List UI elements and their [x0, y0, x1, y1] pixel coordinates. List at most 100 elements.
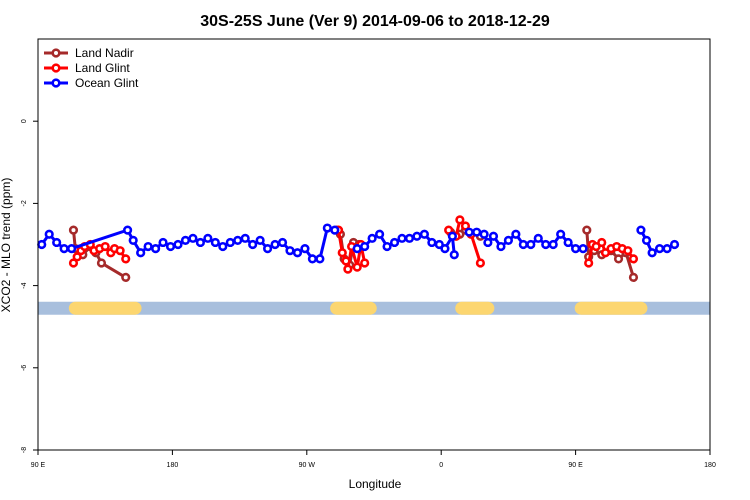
- data-point-ocean-glint: [66, 244, 77, 254]
- data-point-land-glint: [121, 254, 131, 264]
- data-point-ocean-glint: [503, 235, 514, 245]
- data-point-ocean-glint: [434, 239, 444, 250]
- data-point-ocean-glint: [37, 239, 47, 250]
- data-point-ocean-glint: [641, 235, 652, 245]
- y-tick-label: -4: [21, 282, 28, 288]
- x-tick-label: 90 W: [299, 462, 316, 469]
- data-point-ocean-glint: [389, 237, 400, 248]
- data-point-ocean-glint: [292, 248, 303, 258]
- data-point-land-glint: [591, 241, 601, 252]
- data-point-ocean-glint: [307, 254, 318, 264]
- data-point-ocean-glint: [285, 246, 295, 256]
- data-point-ocean-glint: [44, 229, 54, 239]
- data-point-land-glint: [72, 252, 82, 262]
- data-point-ocean-glint: [203, 233, 213, 243]
- y-tick-label: -2: [21, 200, 28, 206]
- data-point-land-nadir: [582, 225, 592, 235]
- data-point-ocean-glint: [449, 250, 459, 260]
- data-point-ocean-glint: [556, 229, 566, 239]
- data-point-land-nadir: [121, 272, 131, 282]
- data-point-ocean-glint: [483, 237, 493, 248]
- x-axis: 90 E 180 90 W 0 90 E 180: [31, 450, 716, 469]
- data-point-ocean-glint: [419, 229, 430, 239]
- data-point-land-nadir: [628, 272, 639, 282]
- data-point-ocean-glint: [669, 239, 680, 250]
- x-tick-label: 90 E: [31, 462, 46, 469]
- data-point-ocean-glint: [533, 233, 543, 243]
- data-point-ocean-glint: [128, 235, 138, 245]
- x-tick-label: 180: [704, 462, 716, 469]
- data-point-ocean-glint: [440, 244, 450, 254]
- data-point-ocean-glint: [447, 231, 458, 241]
- series-land-glint: [68, 215, 639, 274]
- data-point-ocean-glint: [240, 233, 250, 243]
- data-point-ocean-glint: [263, 244, 273, 254]
- data-point-ocean-glint: [496, 241, 506, 252]
- data-point-ocean-glint: [427, 237, 437, 248]
- data-point-ocean-glint: [548, 239, 558, 250]
- data-point-ocean-glint: [277, 237, 288, 248]
- data-point-ocean-glint: [248, 239, 258, 250]
- data-point-ocean-glint: [367, 233, 377, 243]
- chart-title: 30S-25S June (Ver 9) 2014-09-06 to 2018-…: [200, 13, 550, 30]
- x-tick-label: 180: [167, 462, 179, 469]
- data-point-ocean-glint: [404, 233, 415, 243]
- data-point-land-glint: [584, 258, 594, 268]
- data-point-ocean-glint: [526, 239, 536, 250]
- data-point-ocean-glint: [578, 244, 588, 254]
- data-point-ocean-glint: [636, 225, 646, 235]
- data-point-ocean-glint: [518, 239, 528, 250]
- x-tick-label: 0: [439, 462, 443, 469]
- legend-swatch-marker: [51, 78, 61, 88]
- data-point-ocean-glint: [464, 227, 474, 237]
- data-point-ocean-glint: [654, 244, 665, 254]
- legend-item-ocean-glint: Ocean Glint: [44, 76, 139, 90]
- data-point-ocean-glint: [300, 244, 310, 254]
- x-tick-label: 90 E: [568, 462, 583, 469]
- series-layer: [37, 215, 680, 282]
- legend-label: Land Glint: [75, 61, 130, 75]
- data-point-ocean-glint: [382, 241, 392, 252]
- data-point-ocean-glint: [165, 241, 176, 252]
- data-point-ocean-glint: [541, 239, 551, 250]
- data-point-land-nadir: [96, 258, 107, 268]
- y-axis-label: XCO2 - MLO trend (ppm): [0, 178, 13, 313]
- data-point-ocean-glint: [122, 225, 133, 235]
- data-point-ocean-glint: [151, 244, 161, 254]
- data-point-ocean-glint: [647, 248, 657, 258]
- data-point-ocean-glint: [180, 235, 191, 245]
- data-point-ocean-glint: [59, 244, 69, 254]
- legend-swatch-marker: [51, 48, 61, 58]
- data-point-ocean-glint: [360, 241, 370, 252]
- data-point-land-glint: [343, 264, 353, 274]
- data-point-ocean-glint: [322, 223, 332, 233]
- data-point-ocean-glint: [173, 239, 183, 250]
- data-point-land-glint: [68, 258, 79, 268]
- data-point-land-glint: [623, 246, 633, 256]
- data-point-land-glint: [628, 254, 639, 264]
- data-point-ocean-glint: [511, 229, 521, 239]
- data-point-ocean-glint: [233, 235, 243, 245]
- data-point-land-glint: [337, 248, 347, 258]
- data-point-land-glint: [352, 262, 362, 272]
- data-point-ocean-glint: [195, 237, 205, 248]
- data-point-ocean-glint: [270, 239, 280, 250]
- data-point-ocean-glint: [397, 233, 407, 243]
- legend-item-land-glint: Land Glint: [44, 61, 130, 75]
- data-point-land-glint: [600, 248, 611, 258]
- series-ocean-glint: [37, 223, 680, 264]
- data-point-ocean-glint: [472, 227, 482, 237]
- legend-label: Land Nadir: [75, 46, 134, 60]
- legend-item-land-nadir: Land Nadir: [44, 46, 134, 60]
- data-point-land-glint: [597, 237, 607, 248]
- data-point-land-glint: [341, 256, 351, 266]
- data-point-land-glint: [475, 258, 486, 268]
- y-axis: -8 -6 -4 -2 0: [21, 119, 38, 453]
- data-point-ocean-glint: [225, 237, 235, 248]
- data-point-ocean-glint: [52, 237, 62, 248]
- y-tick-label: -6: [21, 365, 28, 371]
- data-point-ocean-glint: [412, 231, 422, 241]
- legend-swatch-marker: [51, 63, 61, 73]
